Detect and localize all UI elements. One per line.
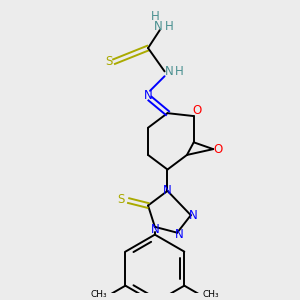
Text: O: O bbox=[192, 104, 201, 117]
Text: H: H bbox=[175, 65, 184, 78]
Text: N: N bbox=[144, 89, 152, 102]
Text: CH₃: CH₃ bbox=[203, 290, 219, 299]
Text: O: O bbox=[213, 142, 223, 156]
Text: CH₃: CH₃ bbox=[90, 290, 107, 299]
Text: N: N bbox=[163, 184, 172, 197]
Text: N: N bbox=[153, 20, 162, 33]
Text: S: S bbox=[117, 193, 124, 206]
Text: H: H bbox=[151, 11, 159, 23]
Text: H: H bbox=[165, 20, 174, 33]
Text: N: N bbox=[165, 65, 174, 78]
Text: S: S bbox=[106, 55, 113, 68]
Text: N: N bbox=[175, 228, 184, 241]
Text: N: N bbox=[189, 209, 198, 222]
Text: N: N bbox=[151, 223, 159, 236]
